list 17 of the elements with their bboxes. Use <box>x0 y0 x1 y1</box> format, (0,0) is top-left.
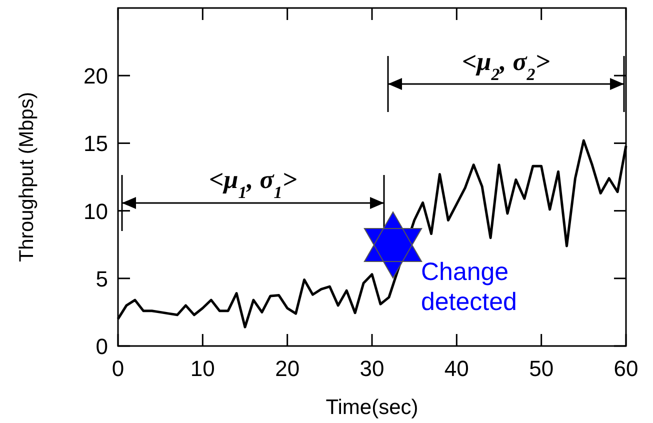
x-tick-label: 40 <box>444 356 469 381</box>
x-tick-label: 10 <box>190 356 215 381</box>
y-tick-label: 0 <box>96 334 108 359</box>
x-tick-label: 50 <box>529 356 554 381</box>
y-tick-label: 10 <box>84 198 108 224</box>
x-tick-label: 20 <box>275 356 300 381</box>
annotation: <μ$_{2}$, σ$_{2}$> <box>462 47 550 84</box>
x-tick-label: 30 <box>360 356 384 381</box>
x-tick-label: 60 <box>614 356 638 381</box>
annotation: <μ$_{1}$, σ$_{1}$> <box>208 165 298 202</box>
y-tick-label: 20 <box>84 64 108 89</box>
y-tick-label: 15 <box>84 131 108 156</box>
y-tick-label: 5 <box>96 266 108 292</box>
annotation: Change detected <box>421 258 517 316</box>
x-axis-title: Time(sec) <box>326 396 418 419</box>
x-tick-label: 0 <box>112 356 124 381</box>
y-axis-title: Throughput (Mbps) <box>16 92 38 262</box>
